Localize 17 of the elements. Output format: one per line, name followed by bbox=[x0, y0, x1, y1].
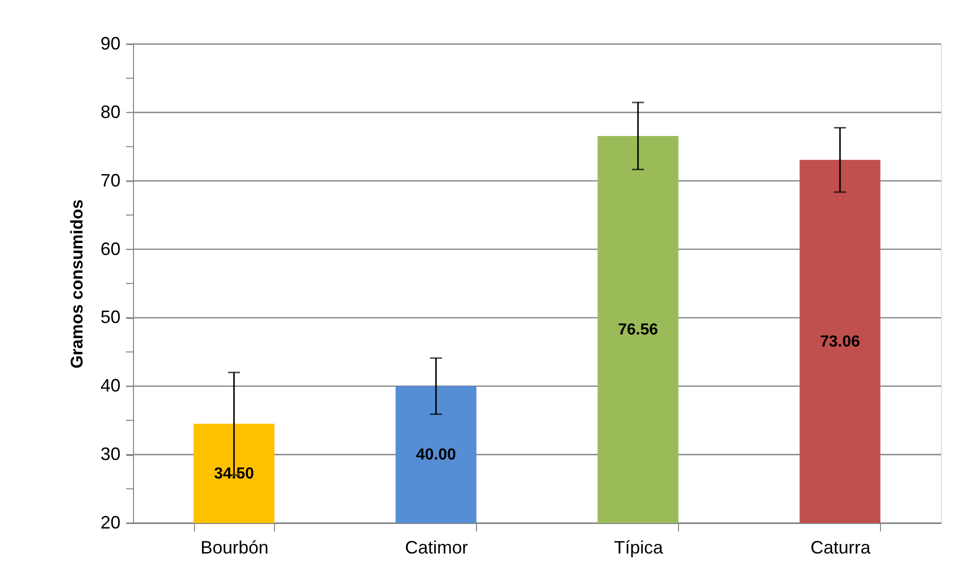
data-label: 34.50 bbox=[214, 465, 254, 482]
x-tick-label: Caturra bbox=[810, 538, 872, 558]
data-label: 73.06 bbox=[820, 333, 860, 350]
y-tick-label: 50 bbox=[100, 307, 120, 328]
y-tick-label: 40 bbox=[100, 376, 120, 396]
y-tick-label: 60 bbox=[100, 238, 120, 259]
y-tick-label: 90 bbox=[100, 34, 120, 54]
x-tick-label: Típica bbox=[614, 538, 664, 558]
data-label: 40.00 bbox=[416, 446, 456, 464]
y-tick-label: 30 bbox=[100, 444, 120, 464]
y-tick-label: 80 bbox=[100, 102, 120, 122]
x-tick-label: Catimor bbox=[404, 538, 468, 558]
y-tick-label: 20 bbox=[100, 512, 120, 532]
x-tick-label: Bourbón bbox=[200, 538, 269, 558]
y-axis-title: Gramos consumidos bbox=[67, 199, 86, 369]
data-label: 76.56 bbox=[618, 321, 658, 338]
y-tick-label: 70 bbox=[100, 170, 120, 190]
